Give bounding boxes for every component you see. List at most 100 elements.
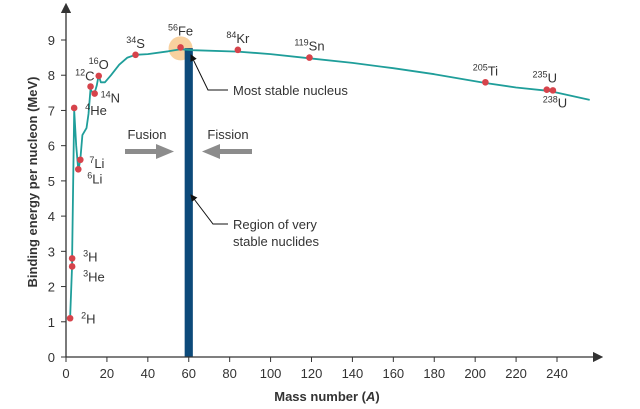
y-tick-label: 1 <box>48 315 55 330</box>
nuclide-label-16o: 16O <box>89 56 109 72</box>
fusion-arrow-head <box>156 144 174 159</box>
nuclide-label-205ti: 205Ti <box>473 62 498 78</box>
annotations: Most stable nucleus Region of very stable … <box>125 54 348 249</box>
x-tick-label: 200 <box>464 366 486 381</box>
fusion-arrow-shaft <box>125 149 157 154</box>
nuclide-point-4he <box>70 104 78 112</box>
nuclide-mass-number: 56 <box>168 22 178 32</box>
nuclide-symbol: Ti <box>488 63 498 78</box>
nuclide-symbol: Li <box>92 171 102 186</box>
x-tick-label: 0 <box>62 366 69 381</box>
nuclide-mass-number: 238 <box>543 94 558 104</box>
nuclide-symbol: U <box>558 95 567 110</box>
nuclide-points <box>66 44 557 322</box>
x-tick-label: 140 <box>342 366 364 381</box>
x-tick-label: 100 <box>260 366 282 381</box>
nuclide-label-4he: 4He <box>85 102 107 118</box>
axes <box>60 2 604 363</box>
nuclide-label-56fe: 56Fe <box>168 22 193 38</box>
x-axis-title-symbol: A <box>365 389 375 404</box>
nuclide-symbol: H <box>86 311 95 326</box>
nuclide-label-2h: 2H <box>81 310 95 326</box>
most-stable-annotation: Most stable nucleus <box>233 83 348 98</box>
x-tick-label: 240 <box>546 366 568 381</box>
nuclide-point-34s <box>132 51 139 59</box>
nuclide-mass-number: 2 <box>81 310 86 320</box>
nuclide-point-84kr <box>234 46 242 54</box>
x-axis-title: Mass number (A) <box>274 389 380 404</box>
nuclide-symbol: Fe <box>178 23 193 38</box>
x-tick-label: 40 <box>141 366 155 381</box>
fusion-label: Fusion <box>127 127 166 142</box>
nuclide-mass-number: 3 <box>83 248 88 258</box>
y-tick-label: 4 <box>48 209 55 224</box>
x-tick-label: 60 <box>182 366 196 381</box>
most-stable-pointer <box>190 54 228 91</box>
nuclide-mass-number: 205 <box>473 62 488 72</box>
nuclide-mass-number: 34 <box>126 35 136 45</box>
nuclide-symbol: O <box>99 57 109 72</box>
tick-labels: 0 20 40 60 80 100 120 140 160 180 200 220 2400123456… <box>48 33 568 381</box>
y-tick-label: 3 <box>48 244 55 259</box>
stable-region-band-layer <box>184 48 193 357</box>
nuclide-point-6li <box>74 165 82 173</box>
nuclide-symbol: He <box>90 103 107 118</box>
nuclide-label-235u: 235U <box>533 70 557 86</box>
nuclide-label-6li: 6Li <box>87 170 102 186</box>
nuclide-label-34s: 34S <box>126 35 145 51</box>
nuclide-point-235u <box>543 86 551 93</box>
nuclide-mass-number: 119 <box>294 38 308 48</box>
nuclide-label-14n: 14N <box>101 90 120 106</box>
nuclide-symbol: S <box>136 36 145 51</box>
nuclide-point-14n <box>91 90 98 97</box>
x-tick-label: 180 <box>423 366 445 381</box>
stable-region-band <box>184 48 193 357</box>
nuclide-point-12c <box>87 83 94 90</box>
nuclide-symbol: H <box>88 249 97 264</box>
y-tick-label: 5 <box>48 174 55 189</box>
nuclide-point-56fe <box>177 44 184 51</box>
nuclide-label-119sn: 119Sn <box>294 38 324 54</box>
fission-label: Fission <box>207 127 248 142</box>
nuclide-mass-number: 3 <box>83 268 88 278</box>
nuclide-label-3h: 3H <box>83 248 97 264</box>
nuclide-symbol: Li <box>94 156 104 171</box>
y-tick-label: 7 <box>48 103 55 118</box>
nuclide-symbol: Sn <box>309 39 325 54</box>
stable-region-annotation-line1: Region of very <box>233 217 317 232</box>
nuclide-mass-number: 84 <box>226 30 236 40</box>
nuclide-label-7li: 7Li <box>89 155 104 171</box>
nuclide-symbol: He <box>88 269 105 284</box>
nuclide-label-84kr: 84Kr <box>226 30 250 46</box>
nuclide-point-7li <box>77 156 84 164</box>
nuclide-point-16o <box>95 72 103 80</box>
nuclide-mass-number: 14 <box>101 90 111 100</box>
stable-region-annotation-line2: stable nuclides <box>233 234 319 249</box>
x-tick-label: 160 <box>382 366 404 381</box>
y-tick-label: 2 <box>48 280 55 295</box>
nuclide-point-3h <box>68 255 76 262</box>
nuclide-point-119sn <box>306 54 313 61</box>
fission-arrow-shaft <box>219 149 252 154</box>
nuclide-mass-number: 7 <box>89 155 94 165</box>
nuclide-symbol: Kr <box>236 31 250 46</box>
nuclide-label-3he: 3He <box>83 268 105 284</box>
nuclide-point-2h <box>66 314 74 322</box>
nuclide-symbol: N <box>111 91 120 106</box>
nuclide-point-238u <box>549 87 557 94</box>
x-tick-label: 20 <box>100 366 114 381</box>
x-tick-label: 120 <box>301 366 323 381</box>
nuclide-label-12c: 12C <box>75 67 94 83</box>
y-tick-label: 6 <box>48 139 55 154</box>
nuclide-point-3he <box>68 263 76 270</box>
nuclide-symbol: C <box>85 68 94 83</box>
nuclide-mass-number: 235 <box>533 70 548 80</box>
y-tick-label: 9 <box>48 33 55 48</box>
nuclide-symbol: U <box>548 71 557 86</box>
nuclide-mass-number: 4 <box>85 102 90 112</box>
fission-arrow-head <box>202 144 220 159</box>
nuclide-mass-number: 12 <box>75 67 85 77</box>
x-axis-title-text: Mass number <box>274 389 358 404</box>
